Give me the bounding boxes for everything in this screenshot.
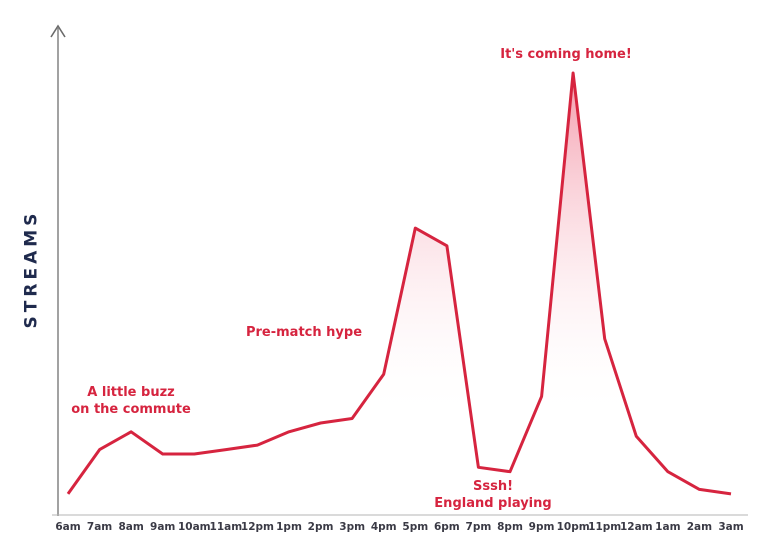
x-tick-label: 8pm (497, 521, 523, 533)
x-tick-label: 9am (150, 521, 176, 533)
y-axis-arrow-icon (50, 24, 66, 38)
x-tick-label: 10am (177, 521, 211, 533)
x-tick-label: 4pm (370, 521, 397, 533)
x-tick-label: 1pm (276, 521, 302, 533)
x-tick-label: 6am (55, 521, 81, 533)
annotation-prematch: Pre-match hype (245, 325, 363, 340)
annotation-sssh: Sssh! England playing (434, 479, 552, 511)
annotation-home: It's coming home! (500, 47, 632, 62)
x-tick-label: 12am (619, 521, 653, 533)
annotation-commute: A little buzz on the commute (71, 385, 191, 417)
x-tick-label: 10pm (556, 521, 590, 533)
x-tick-label: 2am (686, 521, 713, 533)
x-tick-label: 11pm (588, 521, 622, 533)
x-tick-label: 12pm (240, 521, 274, 533)
streams-area (68, 73, 731, 516)
x-tick-label: 2pm (307, 521, 334, 533)
x-tick-label: 3am (718, 521, 744, 533)
y-axis-label: STREAMS (21, 209, 41, 329)
x-tick-label: 7pm (465, 521, 492, 533)
x-tick-label: 5pm (402, 521, 429, 533)
x-tick-label: 6pm (433, 521, 460, 533)
x-tick-label: 7am (86, 521, 113, 533)
x-tick-label: 8am (118, 521, 144, 533)
x-tick-label: 1am (655, 521, 681, 533)
streams-line (66, 71, 732, 496)
x-tick-label: 3pm (339, 521, 366, 533)
x-tick-label: 11am (209, 521, 243, 533)
x-tick-label: 9pm (528, 521, 555, 533)
